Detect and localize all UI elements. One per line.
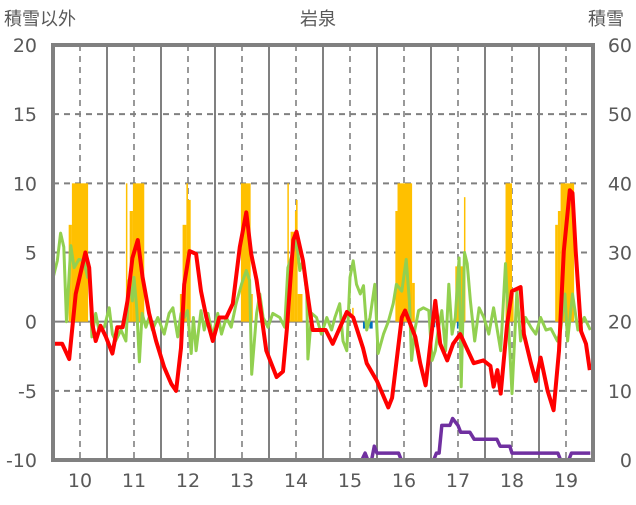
y-left-tick-label: 0 [25,312,37,334]
bar-orange [186,183,188,322]
bar-blue [362,321,366,329]
x-tick-label: 12 [176,470,200,492]
series-lines [51,188,592,462]
series-line-red [52,188,592,413]
y-right-tick-label: 30 [608,243,632,265]
x-tick-label: 17 [446,470,470,492]
y-left-tick-label: 20 [13,35,37,57]
bar-orange [512,294,514,322]
bars [68,183,575,329]
series-line-purple [52,416,591,462]
bar-orange [557,211,561,322]
bar-orange [290,231,295,322]
bar-orange [395,211,398,322]
y-right-tick-label: 10 [608,381,632,403]
bar-orange [240,183,251,322]
y-right-tick-label: 50 [608,104,632,126]
y-right-tick-label: 0 [620,450,632,472]
y-left-tick-label: 15 [13,104,37,126]
bar-orange [294,211,297,322]
x-tick-label: 16 [392,470,416,492]
bar-orange [297,294,303,322]
bar-orange [412,282,415,322]
y-left-tick-label: 10 [13,173,37,195]
bar-orange [296,199,298,322]
x-tick-label: 13 [230,470,254,492]
y-right-tick-label: 40 [608,173,632,195]
x-tick-label: 15 [338,470,362,492]
series-line-green [51,231,592,396]
bar-orange [287,183,289,322]
x-tick-label: 14 [284,470,308,492]
y-right-tick-label: 20 [608,312,632,334]
bar-blue [369,321,373,329]
y-left-tick-label: -10 [6,450,37,472]
x-tick-label: 18 [500,470,524,492]
bar-blue [456,321,459,329]
y-right-tick-label: 60 [608,35,632,57]
plot-border [51,43,595,462]
x-tick-label: 11 [122,470,146,492]
right-axis-title: 積雪 [588,9,624,30]
bar-orange [505,183,512,322]
chart-title: 岩泉 [300,9,336,30]
y-left-tick-label: -5 [18,381,37,403]
x-tick-label: 10 [68,470,92,492]
y-left-tick-label: 5 [25,243,37,265]
x-tick-label: 19 [554,470,578,492]
bar-orange [555,224,558,322]
bar-orange [250,294,253,322]
left-axis-title: 積雪以外 [4,9,76,30]
bar-orange [125,183,128,322]
